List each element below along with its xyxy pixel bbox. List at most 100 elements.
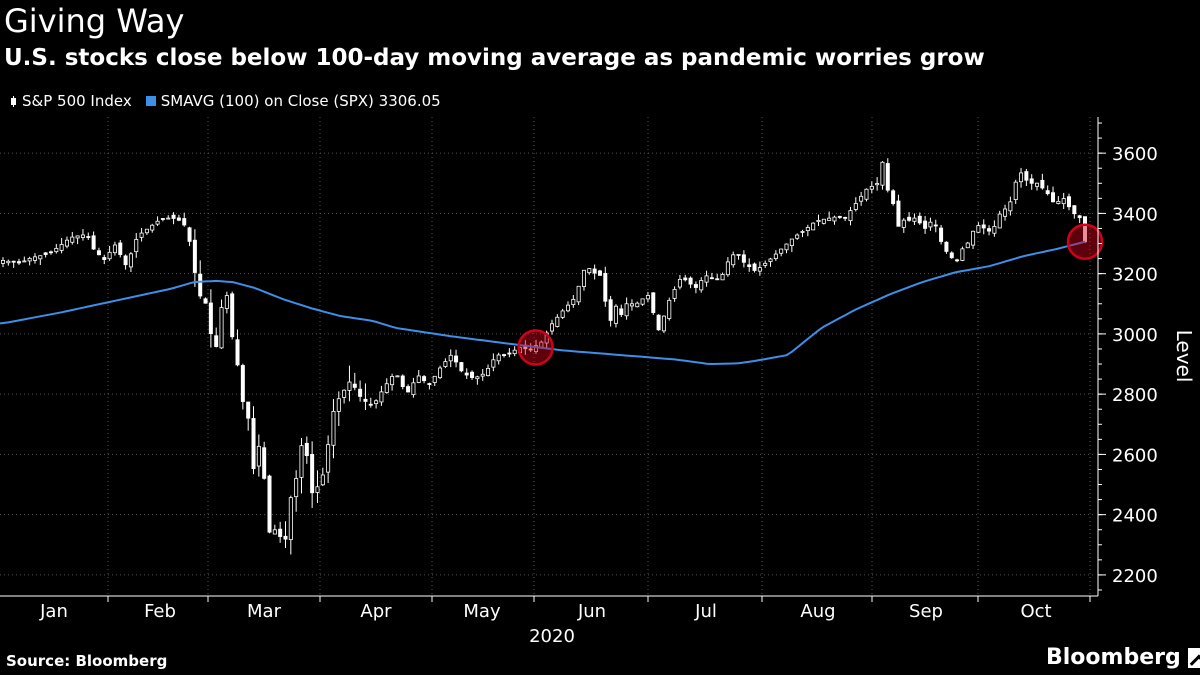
candle [976, 222, 981, 233]
candle-body [699, 280, 704, 291]
candle-body [443, 361, 448, 367]
candle-body [128, 253, 133, 268]
candle-body [901, 219, 906, 228]
candle [784, 243, 789, 254]
candle [427, 382, 432, 390]
candle-body [976, 225, 981, 233]
candle [869, 181, 874, 194]
legend-label-sp500: S&P 500 Index [22, 92, 132, 110]
candle [118, 239, 123, 258]
candle-body [779, 248, 784, 254]
highlight-circle [1066, 223, 1104, 260]
candle [693, 281, 698, 294]
candle [224, 291, 229, 314]
candle-body [1013, 181, 1018, 200]
candle [635, 301, 640, 308]
legend-item-sp500: S&P 500 Index [10, 92, 132, 110]
candle [640, 298, 645, 306]
candle [256, 434, 261, 477]
legend-label-sma-suffix: on Close (SPX) 3306.05 [259, 92, 441, 110]
candle [645, 291, 650, 303]
candle-body [672, 288, 677, 299]
candle-body [629, 303, 634, 307]
candle [379, 385, 384, 406]
candle-body [267, 475, 272, 533]
candle [565, 301, 570, 313]
candle [0, 257, 6, 268]
x-tick-label: Apr [360, 601, 392, 622]
candle-body [736, 253, 741, 256]
candle [907, 212, 912, 222]
candle-body [251, 418, 256, 470]
candle-body [608, 299, 613, 321]
candle-body [677, 278, 682, 288]
candle [688, 276, 693, 289]
candle [1013, 179, 1018, 204]
candle [80, 229, 85, 241]
candle [475, 375, 480, 385]
candle [843, 216, 848, 222]
candle [230, 291, 235, 340]
candle [965, 241, 970, 249]
candle [390, 373, 395, 391]
candle-body [470, 371, 475, 378]
candle-body [6, 260, 11, 264]
candle-body [1072, 205, 1077, 215]
y-tick-label: 2800 [1112, 385, 1158, 406]
candle-body [422, 376, 427, 382]
candle [827, 211, 832, 221]
candle [667, 297, 672, 321]
candle [507, 348, 512, 358]
candle [661, 315, 666, 334]
candle-body [315, 486, 320, 493]
y-tick-label: 3200 [1112, 265, 1158, 286]
candle [27, 256, 32, 266]
candle [837, 215, 842, 219]
candle [651, 292, 656, 315]
candle-body [208, 302, 213, 335]
candle [763, 260, 768, 268]
candle-body [256, 445, 261, 467]
candle [16, 258, 21, 265]
candle [326, 435, 331, 483]
candle-body [992, 226, 997, 234]
candle [656, 314, 661, 331]
candle [571, 295, 576, 308]
candle [336, 391, 341, 427]
candle-body [246, 401, 251, 419]
candle-body [1035, 182, 1040, 187]
candle-body [0, 259, 6, 264]
candle-body [667, 299, 672, 319]
candle [11, 260, 16, 268]
candle-body [59, 244, 64, 251]
candle [875, 177, 880, 191]
candle-body [971, 230, 976, 246]
legend-label-sma: SMAVG (100) [160, 92, 260, 110]
candle [70, 231, 75, 245]
candle [608, 295, 613, 327]
candle-body [91, 235, 96, 250]
candle-body [342, 389, 347, 398]
candle-body [704, 275, 709, 283]
candle-body [336, 398, 341, 412]
candle-body [491, 359, 496, 368]
candle [981, 219, 986, 235]
candle-body [843, 216, 848, 219]
candle [112, 241, 117, 256]
candle-body [166, 217, 171, 220]
y-tick-label: 2400 [1112, 506, 1158, 527]
candle [288, 495, 293, 555]
chart-subtitle: U.S. stocks close below 100-day moving a… [4, 45, 985, 71]
candle-swatch-icon [10, 95, 18, 107]
candle-body [278, 528, 283, 537]
candle-body [837, 216, 842, 218]
candle [944, 241, 949, 254]
candle-body [219, 307, 224, 349]
candle [1045, 185, 1050, 196]
candle-body [27, 257, 32, 262]
candle-body [683, 277, 688, 281]
candle-body [304, 442, 309, 457]
candle [464, 368, 469, 379]
candle-body [1067, 196, 1072, 208]
candle [64, 236, 69, 249]
